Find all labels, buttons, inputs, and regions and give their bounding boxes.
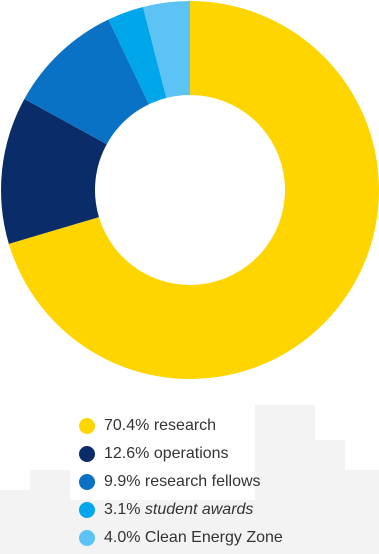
donut-slice [142,0,190,98]
legend-label: 4.0% Clean Energy Zone [104,529,283,546]
legend-swatch [79,418,95,434]
legend-name: Clean Energy Zone [145,529,283,546]
donut-slice [108,6,167,105]
legend-label: 12.6% operations [104,445,229,462]
legend-label: 3.1% student awards [104,501,253,518]
donut-slice [24,19,150,145]
legend-name: research [154,417,216,434]
legend-value: 4.0% [104,529,140,546]
legend-swatch [79,530,95,546]
legend-swatch [79,446,95,462]
legend-name: research fellows [145,473,261,490]
legend-value: 12.6% [104,445,149,462]
legend-swatch [79,474,95,490]
legend-value: 70.4% [104,417,149,434]
legend-name: student awards [145,501,254,518]
donut-slice [1,98,107,244]
legend-value: 9.9% [104,473,140,490]
donut-slice [8,1,379,379]
legend-value: 3.1% [104,501,140,518]
legend-label: 70.4% research [104,417,216,434]
legend-name: operations [154,445,229,462]
skyline-background [0,405,379,554]
legend-swatch [79,502,95,518]
legend-label: 9.9% research fellows [104,473,261,490]
